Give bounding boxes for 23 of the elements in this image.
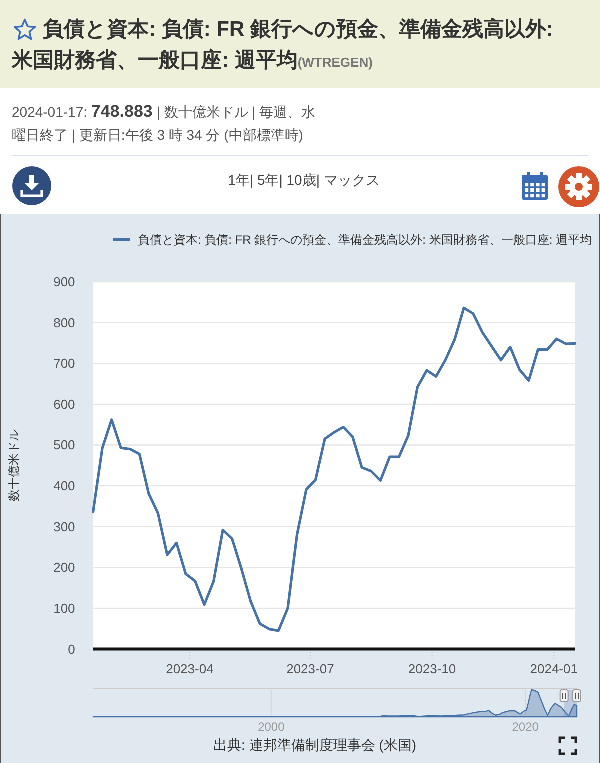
chart-title: 負債と資本: 負債: FR 銀行への預金、準備金残高以外: 米国財務省、一般口座: 週平均(WTREGEN) [12,18,554,72]
y-tick-label: 100 [54,600,76,616]
y-tick-label: 300 [54,519,76,534]
y-tick-label: 200 [54,560,76,576]
y-tick-label: 500 [54,438,76,453]
y-tick-label: 600 [54,396,76,412]
line-series [92,306,577,632]
y-axis-title: 数十億米ドル [7,430,21,502]
x-tick-label: 2023-07 [286,661,334,676]
x-tick-label: 2000 [258,720,286,734]
y-tick-label: 0 [68,642,76,657]
legend-label: 負債と資本: 負債: FR 銀行への預金、準備金残高以外: 米国財務省、一般口座: 週平均 [138,233,592,247]
x-tick-label: 2023-04 [166,661,214,676]
text: 1年| 5年| 10歳| マックス [227,171,381,190]
y-tick-label: 400 [54,478,76,494]
source-note: 出典: 連邦準備制度理事会 (米国) [212,736,418,755]
y-tick-label: 700 [54,356,76,372]
y-tick-label: 800 [54,315,76,330]
chart-subtitle: 2024-01-17: 748.883 | 数十億米ドル | 毎週、水曜日終了 | 更新日:午後 3 時 34 分 (中部標準時) [12,102,316,143]
y-tick-label: 900 [54,274,76,290]
x-tick-label: 2024-01 [530,661,578,676]
x-tick-label: 2023-10 [408,661,456,676]
x-tick-label: 2020 [512,720,540,734]
